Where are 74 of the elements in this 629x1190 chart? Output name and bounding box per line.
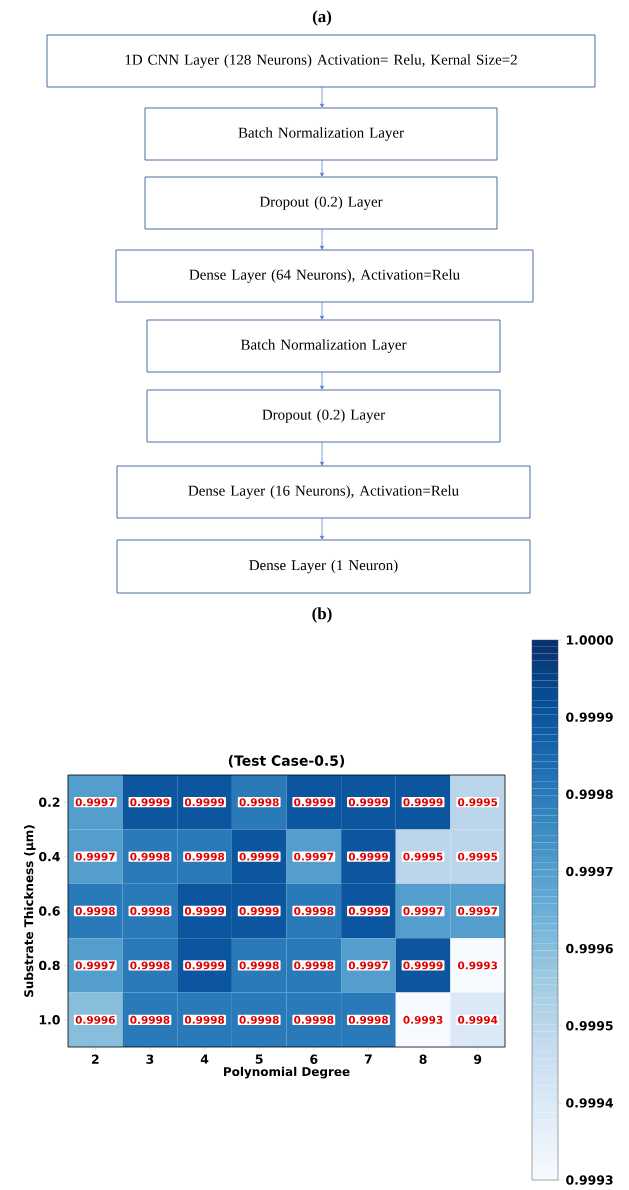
x-tick-label: 5 [255,1054,263,1064]
y-tick-label: 1.0 [39,1015,60,1025]
data-label: 0.9999 [403,961,443,970]
data-label: 0.9999 [130,798,170,807]
data-label: 0.9998 [239,798,279,807]
y-tick-label: 0.8 [39,960,60,971]
x-tick-label: 7 [364,1054,372,1064]
data-label: 0.9999 [239,907,279,915]
color-bar-label: 0.9995 [566,1021,613,1031]
x-tick-label: 4 [200,1054,209,1064]
text: Dense Layer (16 Neurons), Activation=Relu [188,485,459,499]
data-label: 0.9998 [130,961,170,970]
x-tick-label: 9 [474,1054,482,1064]
chart-subtitle: (Test Case-0.5) [228,755,345,768]
data-label: 0.9998 [130,852,170,861]
data-label: 0.9997 [348,961,388,970]
data-label: 0.9995 [458,852,498,861]
data-label: 0.9999 [239,852,279,861]
data-label: 0.9998 [184,1015,225,1024]
data-label: 0.9999 [184,907,225,915]
chart-title: (b) [312,607,332,623]
color-bar-label: 1.0000 [566,635,613,645]
data-label: 0.9999 [184,961,225,970]
data-label: 0.9995 [403,852,443,861]
data-label: 0.9998 [130,1015,170,1024]
data-label: 0.9998 [239,1015,279,1024]
data-label: 0.9998 [239,961,279,970]
x-tick-label: 6 [310,1054,318,1064]
data-label: 0.9999 [294,798,334,807]
x-tick-label: 2 [91,1054,99,1064]
color-bar-label: 0.9994 [566,1098,614,1108]
data-label: 0.9997 [75,798,115,807]
data-label: 0.9997 [75,852,115,861]
data-label: 0.9998 [348,1015,388,1024]
data-label: 0.9995 [458,798,498,807]
data-label: 0.9993 [403,1015,443,1024]
data-label: 0.9998 [75,907,115,915]
y-tick-label: 0.4 [39,851,60,862]
data-label: 0.9996 [75,1015,115,1024]
text: Dense Layer (64 Neurons), Activation=Relu [189,269,460,283]
text: (a) [312,10,332,26]
text: 1D CNN Layer (128 Neurons) Activation= Relu, Kernal Size=2 [125,54,517,68]
x-tick-label: 3 [146,1054,154,1064]
text: Dropout (0.2) Layer [262,409,385,423]
y-tick-label: 0.2 [39,797,60,807]
data-label: 0.9998 [130,907,170,915]
color-bar-label: 0.9996 [566,943,613,954]
data-label: 0.9997 [458,907,498,915]
data-label: 0.9998 [294,1015,334,1024]
color-bar-label: 0.9997 [566,866,613,877]
text: Batch Normalization Layer [238,127,404,141]
data-label: 0.9999 [348,798,388,807]
data-label: 0.9999 [348,852,388,861]
text: Batch Normalization Layer [240,339,407,353]
data-label: 0.9999 [184,798,225,807]
color-bar-label: 0.9993 [566,1175,613,1185]
data-label: 0.9999 [403,798,443,807]
data-label: 0.9997 [403,907,443,915]
data-label: 0.9998 [294,961,334,970]
data-label: 0.9994 [458,1015,498,1024]
data-label: 0.9997 [75,961,115,970]
text: Dropout (0.2) Layer [259,196,383,210]
color-bar-label: 0.9998 [566,789,613,800]
data-label: 0.9999 [348,907,388,915]
data-label: 0.9997 [294,852,334,861]
y-tick-label: 0.6 [39,906,60,916]
color-bar-label: 0.9999 [566,712,613,722]
data-label: 0.9998 [184,852,225,861]
data-label: 0.9998 [294,907,334,915]
text: Dense Layer (1 Neuron) [249,559,398,574]
x-tick-label: 8 [419,1054,427,1064]
data-label: 0.9993 [458,961,498,970]
y-axis-title: Substrate Thickness (μm) [24,825,36,997]
x-axis-title: Polynomial Degree [224,1066,350,1079]
